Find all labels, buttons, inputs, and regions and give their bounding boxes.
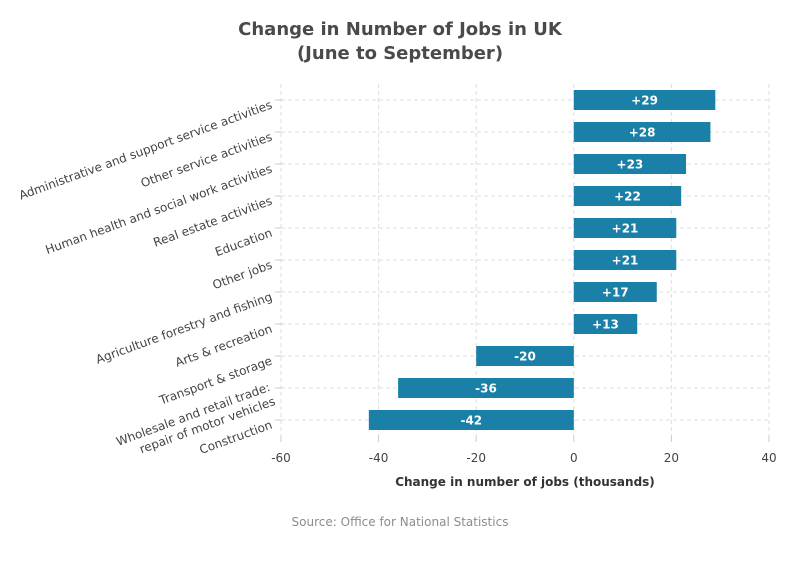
bar	[476, 346, 574, 366]
bar-value-label: -42	[460, 414, 482, 428]
bar-value-label: +21	[612, 254, 639, 268]
source-note: Source: Office for National Statistics	[291, 515, 509, 529]
x-tick-label: 40	[761, 451, 776, 465]
bar	[573, 250, 677, 270]
x-tick-label: 0	[570, 451, 578, 465]
bar	[573, 154, 687, 174]
category-label-line: Other jobs	[211, 258, 274, 293]
bar-value-label: +21	[612, 222, 639, 236]
bar-value-label: +17	[602, 286, 629, 300]
bar	[573, 218, 677, 238]
x-axis-title: Change in number of jobs (thousands)	[395, 475, 655, 489]
bar-value-label: +13	[592, 318, 619, 332]
category-label-line: Education	[213, 226, 274, 260]
bar	[368, 410, 574, 430]
x-axis-ticks: -60 -40 -20 0 20 40	[271, 451, 776, 465]
bar	[573, 282, 657, 302]
bar-value-label: +23	[617, 158, 644, 172]
bar	[573, 314, 638, 334]
category-label: Other jobs	[211, 258, 274, 293]
bar-value-label: +22	[614, 190, 641, 204]
bars: +29 +28 +23 +22 +21 +21 +17 +13 -20 -36 -42	[368, 90, 716, 430]
bar-value-label: +28	[629, 126, 656, 140]
bar	[573, 122, 711, 142]
category-label: Education	[213, 226, 274, 260]
x-tick-label: -20	[466, 451, 486, 465]
x-tick-label: 20	[664, 451, 679, 465]
bar	[573, 186, 682, 206]
bar-value-label: -36	[475, 382, 497, 396]
bar	[398, 378, 574, 398]
chart-title-line-2: (June to September)	[296, 43, 504, 64]
category-labels: Administrative and support service activ…	[17, 98, 277, 457]
chart-title: Change in Number of Jobs in UK (June to …	[0, 18, 800, 66]
bar	[573, 90, 716, 110]
bar-value-label: +29	[631, 94, 658, 108]
x-tick-label: -40	[369, 451, 389, 465]
bar-value-label: -20	[514, 350, 536, 364]
chart-title-line-1: Change in Number of Jobs in UK	[238, 19, 562, 40]
x-tick-label: -60	[271, 451, 291, 465]
